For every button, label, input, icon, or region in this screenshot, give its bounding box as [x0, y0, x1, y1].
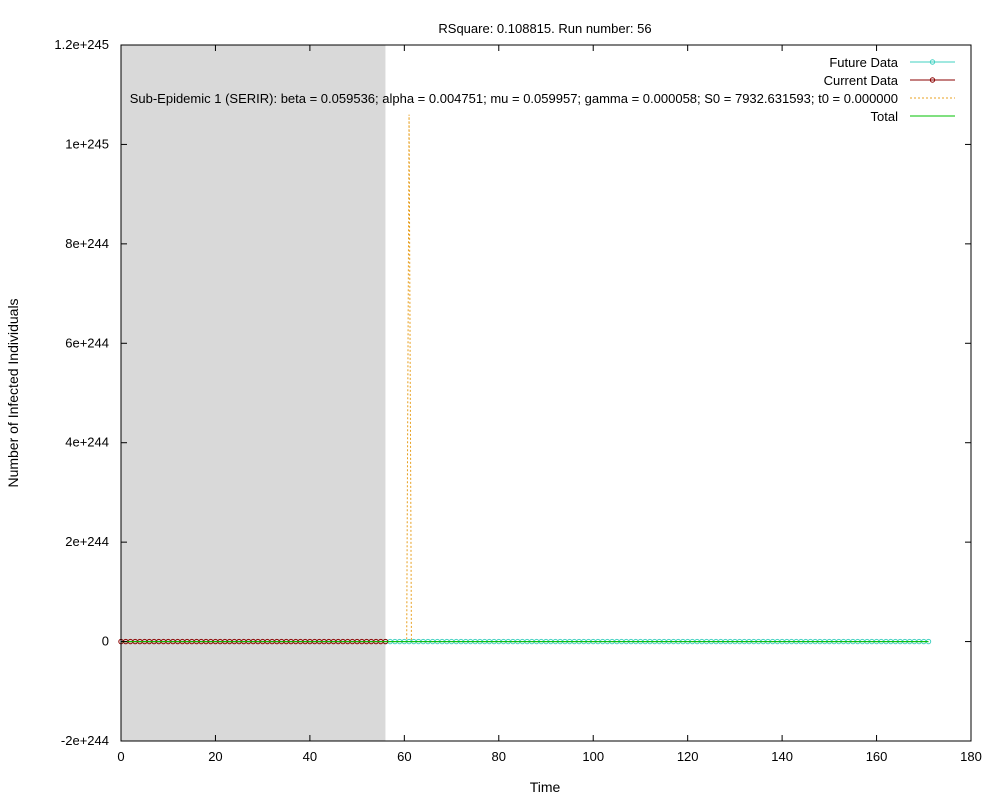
- x-tick-label: 20: [208, 749, 222, 764]
- plot-area: [118, 45, 932, 741]
- shaded-region: [121, 45, 386, 741]
- x-tick-label: 120: [677, 749, 699, 764]
- y-axis-label: Number of Infected Individuals: [5, 298, 21, 487]
- y-tick-label: 0: [102, 634, 109, 649]
- legend-marker-0: [929, 59, 936, 65]
- legend-label-3: Total: [871, 109, 899, 124]
- legend: Future Data Current Data Sub-Epidemic 1 (S…: [130, 55, 955, 124]
- legend-marker-1: [929, 77, 936, 83]
- y-tick-label: 8e+244: [65, 236, 109, 251]
- plot-frame: [120, 44, 972, 742]
- chart-title: RSquare: 0.108815. Run number: 56: [438, 21, 651, 36]
- legend-label-2: Sub-Epidemic 1 (SERIR): beta = 0.059536;…: [130, 91, 898, 106]
- x-tick-label: 180: [960, 749, 982, 764]
- y-tick-label: -2e+244: [61, 733, 109, 748]
- legend-label-1: Current Data: [824, 73, 899, 88]
- x-axis-label: Time: [530, 779, 561, 795]
- y-tick-label: 1e+245: [65, 136, 109, 151]
- x-tick-label: 140: [771, 749, 793, 764]
- x-tick-label: 100: [582, 749, 604, 764]
- legend-label-0: Future Data: [829, 55, 898, 70]
- y-tick-label: 2e+244: [65, 534, 109, 549]
- y-tick-label: 1.2e+245: [54, 37, 109, 52]
- y-tick-label: 6e+244: [65, 335, 109, 350]
- x-tick-label: 60: [397, 749, 411, 764]
- x-tick-label: 160: [866, 749, 888, 764]
- x-tick-label: 80: [492, 749, 506, 764]
- x-tick-label: 40: [303, 749, 317, 764]
- axes: 0 20 40 60 80 100 120 140 160 180 -2e+244 0 2e+244 4e…: [54, 37, 981, 764]
- y-tick-label: 4e+244: [65, 435, 109, 450]
- x-tick-label: 0: [117, 749, 124, 764]
